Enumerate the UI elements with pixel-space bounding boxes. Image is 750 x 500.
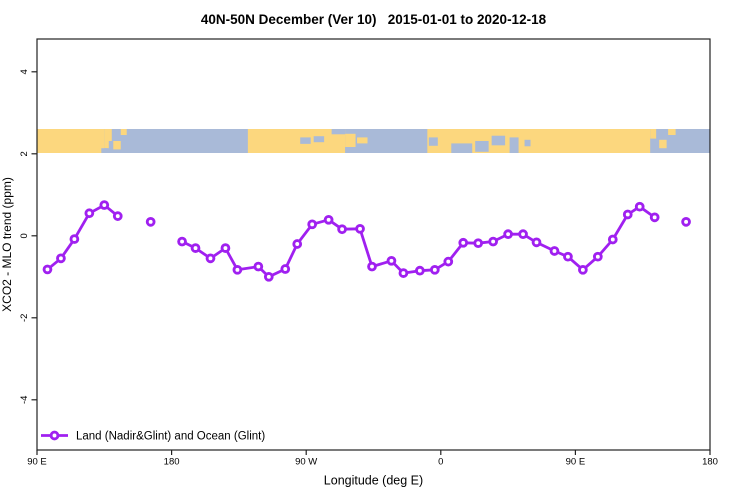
data-point-marker xyxy=(649,212,660,223)
data-point-marker xyxy=(42,264,53,275)
y-tick-label: -4 xyxy=(19,396,30,404)
sea-patch xyxy=(524,139,531,147)
land-patch xyxy=(113,141,121,150)
data-point-marker xyxy=(681,217,691,227)
data-point-marker xyxy=(280,264,291,274)
chart-title: 40N-50N December (Ver 10) 2015-01-01 to … xyxy=(201,12,547,27)
x-tick-label: 90 W xyxy=(295,457,317,468)
legend-marker-icon xyxy=(49,430,60,441)
land-patch xyxy=(650,129,657,139)
legend: Land (Nadir&Glint) and Ocean (Glint) xyxy=(41,431,265,443)
data-point-marker xyxy=(549,246,560,256)
data-point-marker xyxy=(563,251,573,262)
data-point-marker xyxy=(323,214,334,225)
sea-patch xyxy=(475,141,489,152)
data-point-marker xyxy=(578,264,588,275)
data-point-marker xyxy=(473,238,484,249)
data-point-marker xyxy=(458,237,469,248)
x-tick-label: 180 xyxy=(164,457,180,468)
x-tick-label: 0 xyxy=(438,457,443,468)
sea-patch xyxy=(331,129,346,135)
x-tick-label: 90 E xyxy=(566,457,586,468)
sea-patch xyxy=(101,148,108,153)
data-point-marker xyxy=(429,264,440,275)
sea-patch xyxy=(451,143,473,153)
data-point-marker xyxy=(531,237,542,248)
data-point-marker xyxy=(112,211,123,221)
sea-patch xyxy=(300,137,311,144)
land-patch xyxy=(120,129,127,135)
sea-patch xyxy=(313,136,325,143)
data-point-marker xyxy=(307,219,318,230)
data-point-marker xyxy=(145,217,156,227)
data-point-marker xyxy=(592,251,603,262)
land-patch xyxy=(345,133,356,147)
plot-border xyxy=(36,38,711,451)
x-tick-label: 180 xyxy=(702,457,718,468)
land-patch xyxy=(104,141,109,149)
data-point-marker xyxy=(232,264,243,275)
data-point-marker xyxy=(367,261,377,272)
x-tick-label: 90 E xyxy=(27,457,47,468)
data-point-marker xyxy=(607,234,618,245)
data-point-marker xyxy=(292,239,303,249)
data-point-marker xyxy=(386,255,397,266)
data-point-marker xyxy=(503,229,513,240)
y-axis: -4 -2 0 2 4 xyxy=(19,69,37,404)
y-tick-label: -2 xyxy=(19,314,30,322)
data-series xyxy=(42,200,691,282)
land-patch xyxy=(37,129,105,153)
data-point-marker xyxy=(220,243,231,253)
data-point-marker xyxy=(622,209,633,220)
y-tick-label: 2 xyxy=(19,151,30,156)
data-point-marker xyxy=(634,201,645,212)
sea-patch xyxy=(491,135,506,146)
data-point-marker xyxy=(337,224,347,235)
x-axis: 90 E 180 90 W 0 90 E 180 xyxy=(27,450,718,468)
data-point-marker xyxy=(56,253,66,264)
data-point-marker xyxy=(355,223,365,234)
data-point-marker xyxy=(263,271,274,282)
y-tick-label: 0 xyxy=(19,233,30,238)
data-point-marker xyxy=(398,268,409,278)
y-axis-title: XCO2 - MLO trend (ppm) xyxy=(0,177,14,312)
data-point-marker xyxy=(177,236,187,247)
y-tick-label: 4 xyxy=(19,69,30,74)
data-point-marker xyxy=(415,265,425,276)
data-point-marker xyxy=(69,234,80,244)
land-patch xyxy=(659,139,667,149)
land-patch xyxy=(357,137,368,144)
sea-patch xyxy=(428,137,438,146)
data-point-marker xyxy=(205,253,216,264)
legend-label: Land (Nadir&Glint) and Ocean (Glint) xyxy=(76,431,265,443)
data-point-marker xyxy=(99,200,110,210)
x-axis-title: Longitude (deg E) xyxy=(324,474,423,488)
data-point-marker xyxy=(84,208,95,219)
data-point-marker xyxy=(190,243,201,253)
data-point-marker xyxy=(488,236,498,247)
world-map-strip xyxy=(37,129,710,153)
data-point-marker xyxy=(518,229,528,240)
data-point-marker xyxy=(443,256,454,267)
data-point-marker xyxy=(253,261,264,272)
land-patch xyxy=(104,129,112,141)
land-patch xyxy=(247,129,346,153)
sea-patch xyxy=(509,137,519,153)
land-patch xyxy=(668,129,676,135)
